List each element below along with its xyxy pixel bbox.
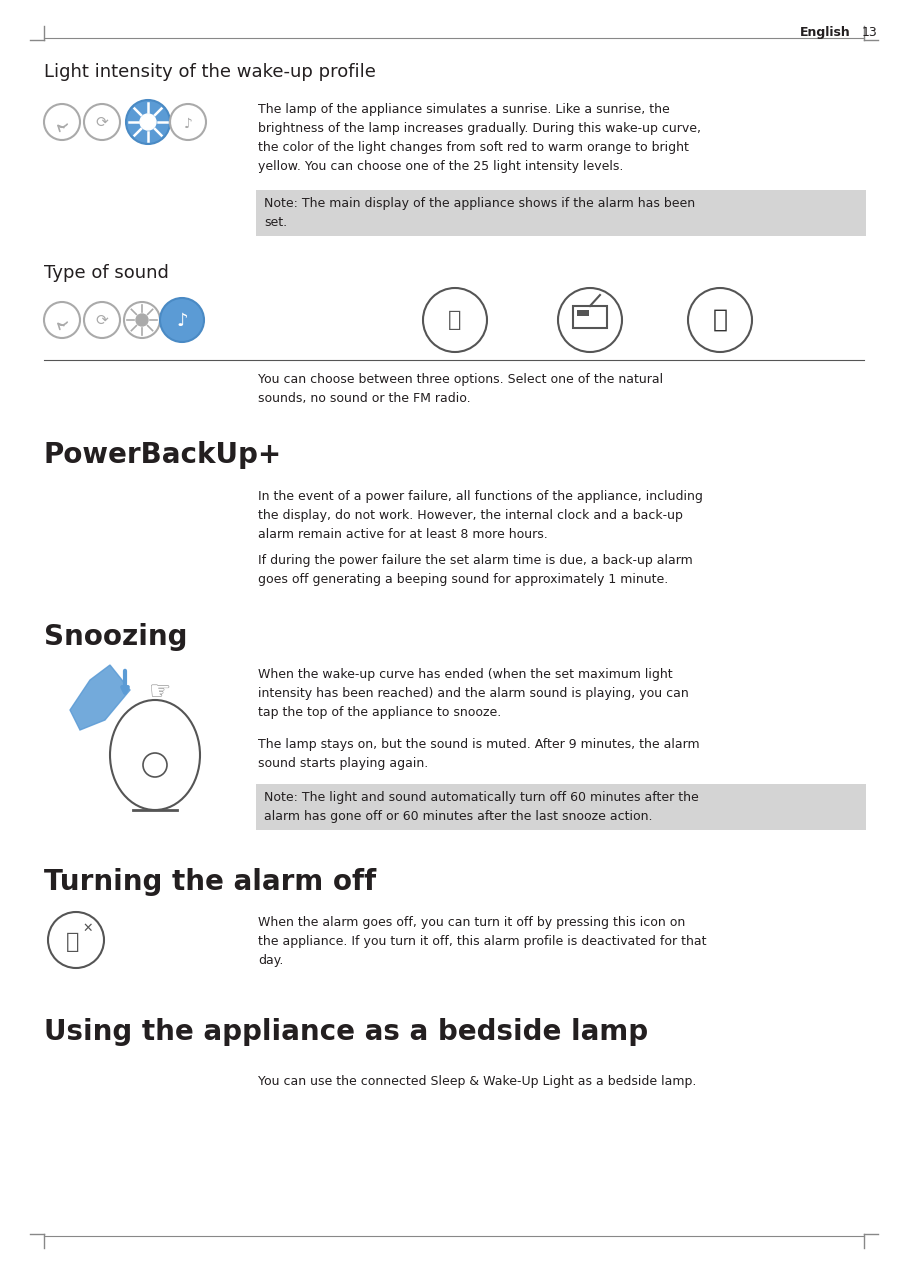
Text: If during the power failure the set alarm time is due, a back-up alarm
goes off : If during the power failure the set alar… <box>258 554 693 586</box>
Circle shape <box>126 99 170 144</box>
FancyBboxPatch shape <box>256 784 866 829</box>
Text: English: English <box>800 25 851 39</box>
Text: When the alarm goes off, you can turn it off by pressing this icon on
the applia: When the alarm goes off, you can turn it… <box>258 916 706 967</box>
Text: ✕: ✕ <box>83 921 94 935</box>
FancyBboxPatch shape <box>256 190 866 236</box>
Text: You can choose between three options. Select one of the natural
sounds, no sound: You can choose between three options. Se… <box>258 373 663 405</box>
Circle shape <box>140 113 156 130</box>
Bar <box>577 310 589 316</box>
Text: ⟳: ⟳ <box>95 115 108 130</box>
Text: 🏃: 🏃 <box>449 310 461 330</box>
Text: 13: 13 <box>862 25 878 39</box>
Text: 🔇: 🔇 <box>713 308 727 333</box>
Bar <box>573 306 607 327</box>
Text: When the wake-up curve has ended (when the set maximum light
intensity has been : When the wake-up curve has ended (when t… <box>258 668 689 719</box>
Polygon shape <box>70 665 130 730</box>
Text: ♪: ♪ <box>183 117 192 131</box>
Circle shape <box>136 313 148 326</box>
Text: Type of sound: Type of sound <box>44 264 169 282</box>
Text: Note: The light and sound automatically turn off 60 minutes after the
alarm has : Note: The light and sound automatically … <box>264 791 699 823</box>
Text: Turning the alarm off: Turning the alarm off <box>44 868 376 896</box>
Circle shape <box>160 298 204 341</box>
Text: ☞: ☞ <box>149 680 172 705</box>
Text: The lamp of the appliance simulates a sunrise. Like a sunrise, the
brightness of: The lamp of the appliance simulates a su… <box>258 103 701 173</box>
Text: ⟳: ⟳ <box>95 312 108 327</box>
Text: 🔔: 🔔 <box>66 933 80 952</box>
Text: ♪: ♪ <box>176 312 188 330</box>
Text: Using the appliance as a bedside lamp: Using the appliance as a bedside lamp <box>44 1018 648 1046</box>
Text: In the event of a power failure, all functions of the appliance, including
the d: In the event of a power failure, all fun… <box>258 490 703 541</box>
Text: Light intensity of the wake-up profile: Light intensity of the wake-up profile <box>44 62 376 82</box>
Text: PowerBackUp+: PowerBackUp+ <box>44 441 282 469</box>
Text: The lamp stays on, but the sound is muted. After 9 minutes, the alarm
sound star: The lamp stays on, but the sound is mute… <box>258 738 700 769</box>
Text: Snoozing: Snoozing <box>44 623 187 651</box>
Text: You can use the connected Sleep & Wake-Up Light as a bedside lamp.: You can use the connected Sleep & Wake-U… <box>258 1075 696 1088</box>
Text: Note: The main display of the appliance shows if the alarm has been
set.: Note: The main display of the appliance … <box>264 197 696 229</box>
